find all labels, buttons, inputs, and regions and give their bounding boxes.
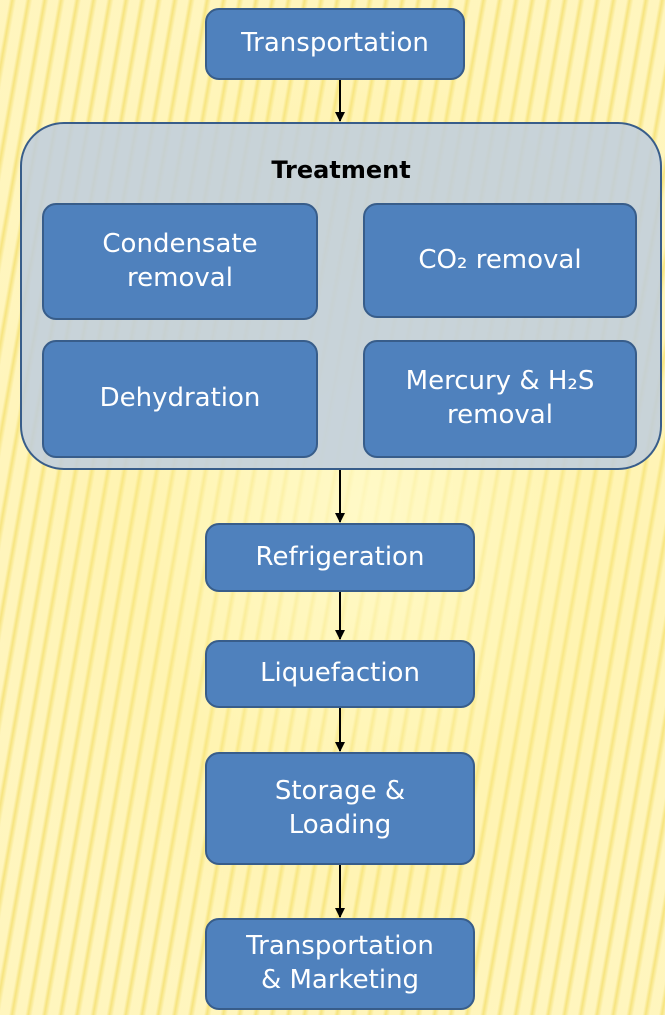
box-label: Transportation <box>241 28 429 59</box>
box-label: & Marketing <box>260 965 420 995</box>
box-label: Transportation <box>246 931 434 962</box>
process-box: Dehydration <box>42 340 318 458</box>
box-label: Mercury & H₂S <box>405 366 595 397</box>
process-box: Transportation & Marketing <box>205 918 475 1010</box>
process-box: CO₂ removal <box>363 203 637 318</box>
box-label: removal <box>447 400 553 430</box>
box-label: Loading <box>288 809 392 840</box>
process-box: Refrigeration <box>205 523 475 592</box>
process-box: Condensate removal <box>42 203 318 320</box>
box-label: Refrigeration <box>255 541 425 572</box>
box-label: CO₂ removal <box>418 244 582 275</box>
box-label: removal <box>127 262 233 293</box>
process-box: Mercury & H₂S removal <box>363 340 637 458</box>
process-box: Liquefaction <box>205 640 475 708</box>
box-label: Liquefaction <box>260 658 420 689</box>
process-box: Storage & Loading <box>205 752 475 865</box>
box-label: Storage & <box>274 775 406 806</box>
process-box: Transportation <box>205 8 465 80</box>
box-label: Condensate <box>102 228 258 259</box>
group-title: Treatment <box>271 156 411 184</box>
box-label: Dehydration <box>99 383 261 414</box>
